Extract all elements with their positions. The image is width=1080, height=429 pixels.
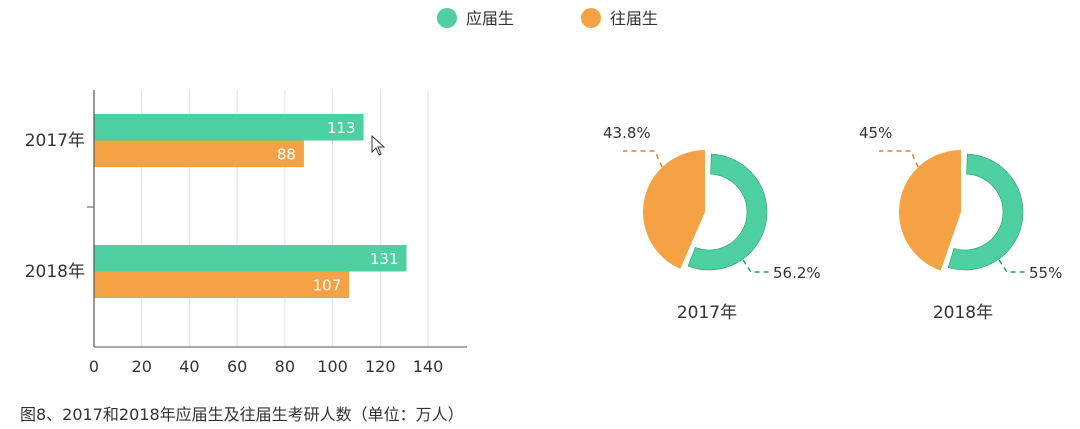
x-tick-label-80: 80 bbox=[275, 357, 295, 376]
donut-slice-1-0 bbox=[947, 153, 1024, 271]
leader-line-0-1 bbox=[623, 150, 663, 168]
figure-caption: 图8、2017和2018年应届生及往届生考研人数（单位：万人） bbox=[20, 405, 464, 424]
y-tick-label-0: 2017年 bbox=[25, 131, 85, 151]
bar-label-1-0: 131 bbox=[370, 250, 399, 268]
x-tick-label-40: 40 bbox=[179, 357, 199, 376]
legend-marker-1 bbox=[581, 8, 601, 28]
leader-line-0-0 bbox=[742, 259, 769, 273]
bar-1-0 bbox=[94, 245, 407, 272]
bar-0-0 bbox=[94, 114, 364, 141]
legend-label-0: 应届生 bbox=[466, 9, 514, 28]
x-tick-label-60: 60 bbox=[227, 357, 247, 376]
donut-slice-1-1 bbox=[898, 150, 961, 271]
x-tick-label-0: 0 bbox=[89, 357, 99, 376]
bar-1-1 bbox=[94, 271, 350, 298]
leader-line-1-0 bbox=[998, 259, 1025, 273]
legend-marker-0 bbox=[437, 8, 457, 28]
legend-label-1: 往届生 bbox=[610, 9, 658, 28]
x-tick-label-20: 20 bbox=[132, 357, 152, 376]
slice-label-1-0: 55% bbox=[1029, 264, 1062, 282]
slice-label-0-0: 56.2% bbox=[773, 264, 821, 282]
y-tick-label-1: 2018年 bbox=[25, 262, 85, 282]
donut-title-0: 2017年 bbox=[677, 303, 737, 323]
bar-label-0-1: 88 bbox=[277, 146, 296, 164]
x-tick-label-100: 100 bbox=[317, 357, 348, 376]
donut-slice-0-1 bbox=[642, 150, 705, 269]
bar-label-1-1: 107 bbox=[313, 277, 342, 295]
bar-0-1 bbox=[94, 140, 304, 167]
x-tick-label-120: 120 bbox=[365, 357, 396, 376]
slice-label-0-1: 43.8% bbox=[603, 124, 651, 142]
x-tick-label-140: 140 bbox=[413, 357, 444, 376]
donut-title-1: 2018年 bbox=[933, 303, 993, 323]
donut-slice-0-0 bbox=[687, 153, 768, 271]
bar-label-0-0: 113 bbox=[327, 119, 356, 137]
mouse-cursor-icon bbox=[371, 134, 386, 156]
slice-label-1-1: 45% bbox=[859, 124, 892, 142]
leader-line-1-1 bbox=[879, 150, 919, 168]
